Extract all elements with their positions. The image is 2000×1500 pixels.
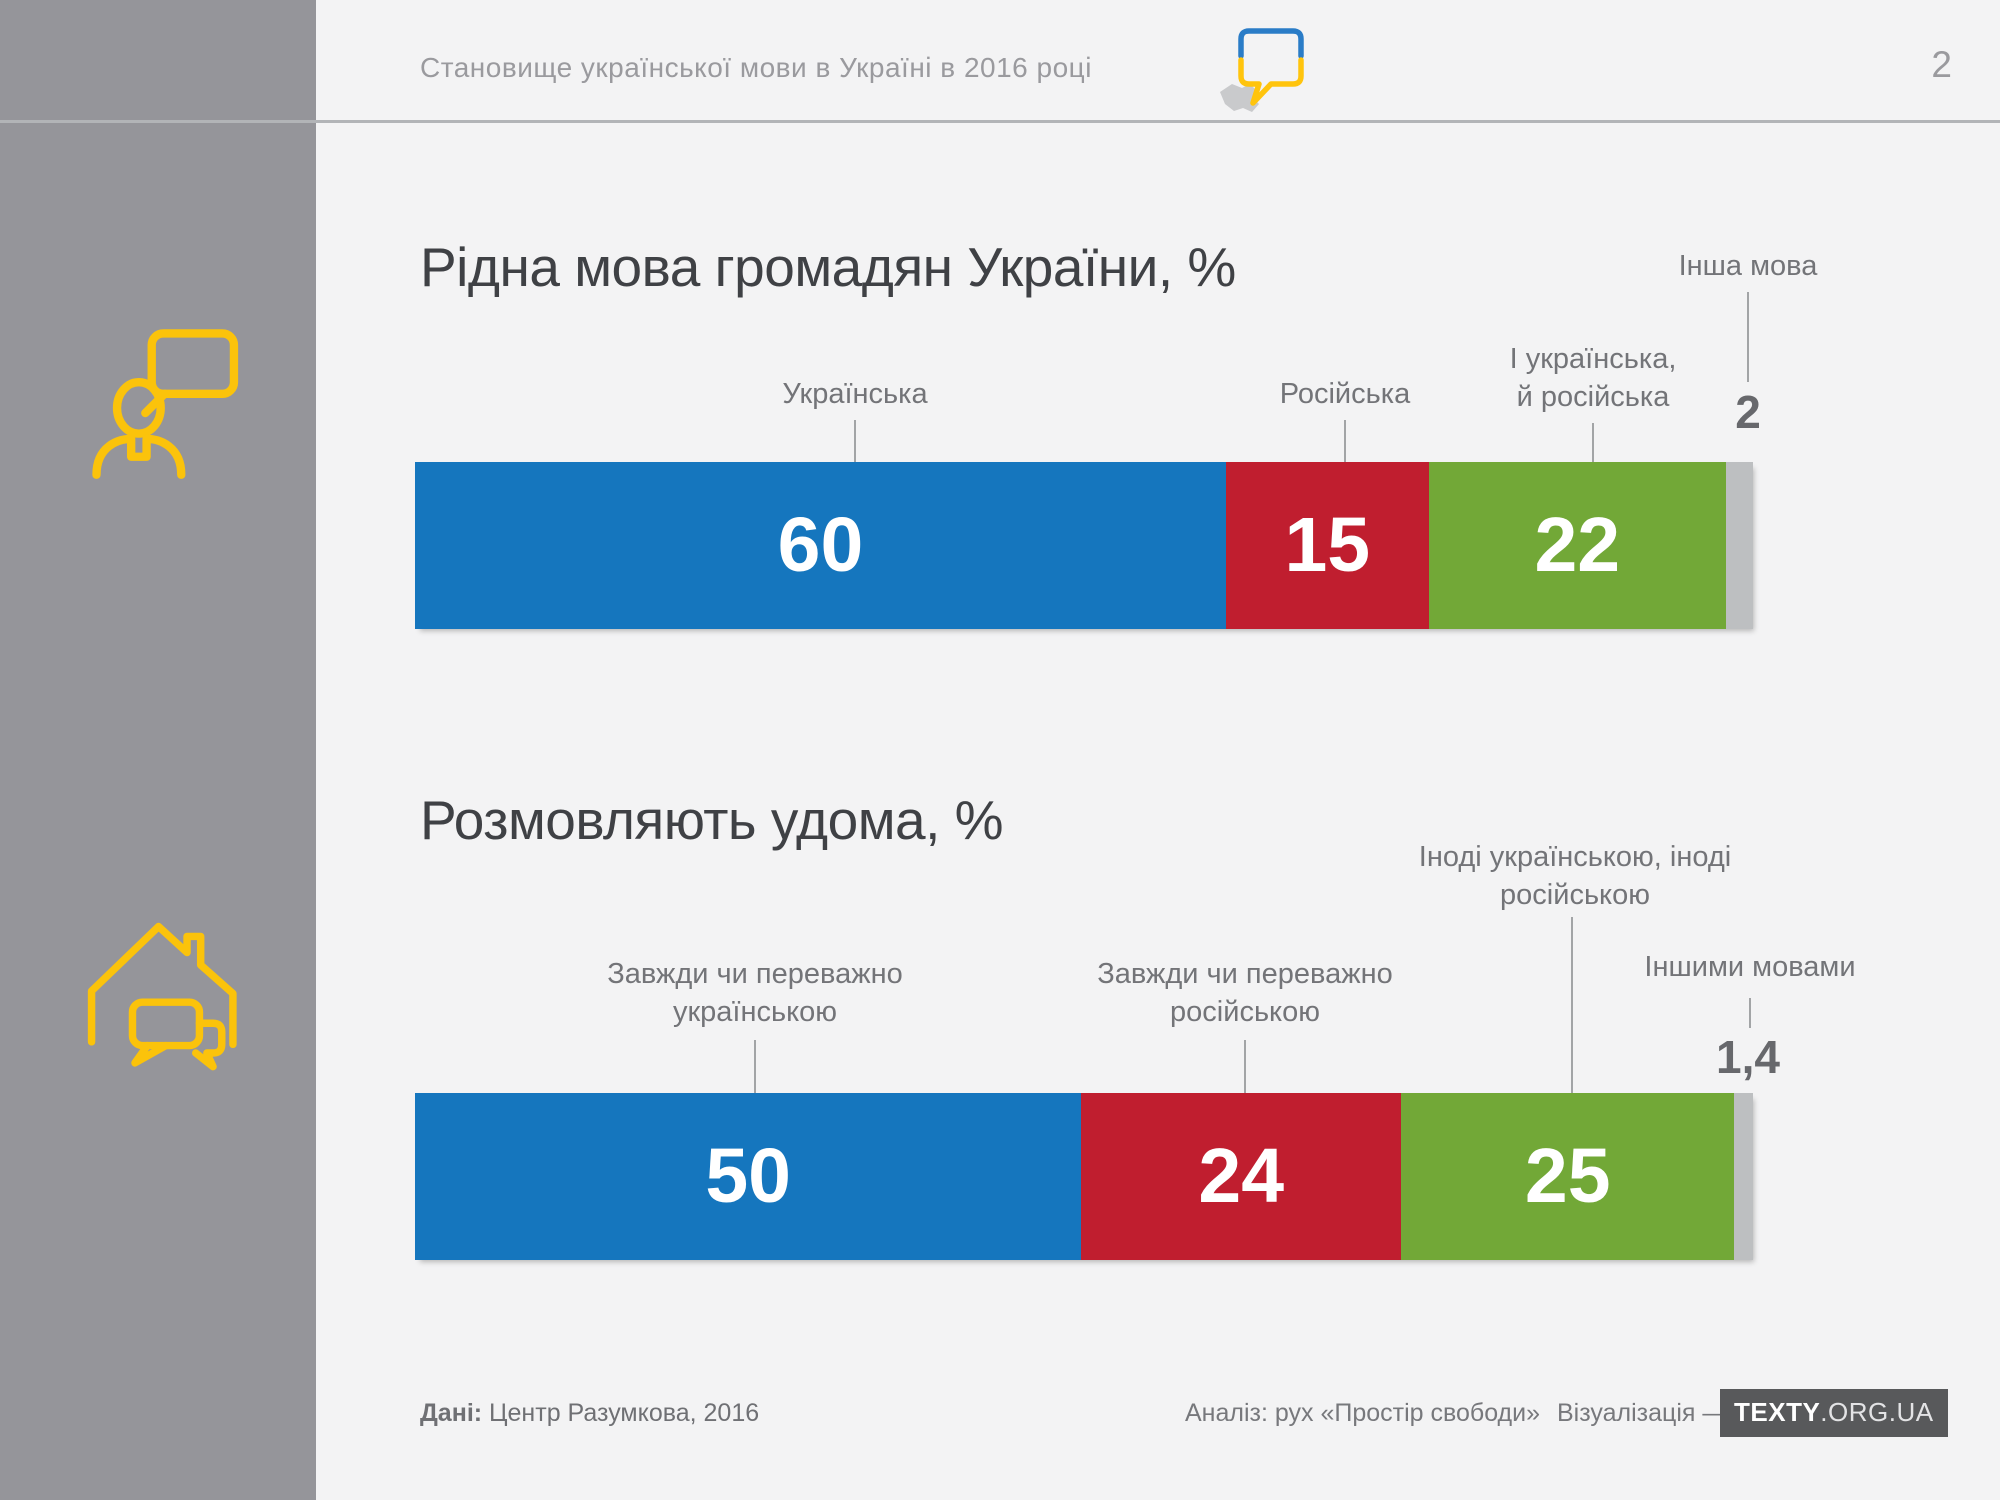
footer-data-text: Центр Разумкова, 2016 [482, 1399, 760, 1427]
chart1-label-other: Інша мова [1678, 250, 1818, 282]
bar-segment-value: 22 [1534, 502, 1621, 588]
header-divider [0, 120, 2000, 123]
footer-data-label: Дані: [420, 1399, 483, 1427]
header-title: Становище української мови в Україні в 2… [420, 52, 1092, 83]
chart2-label-other-languages: Іншими мовами [1644, 951, 1856, 983]
chart2-label-sometimes-both: Іноді українською, іноді російською [1418, 841, 1732, 911]
bar-segment-value: 25 [1524, 1133, 1611, 1219]
bar-segment: 50 [415, 1093, 1082, 1260]
chart1-other-value: 2 [1735, 386, 1761, 438]
footer-analysis: Аналіз: рух «Простір свободи» [1185, 1399, 1541, 1427]
bar-segment-value: 15 [1284, 502, 1371, 588]
connector-line [1749, 998, 1751, 1028]
bar-segment-value: 24 [1198, 1133, 1285, 1219]
connector-line [854, 420, 856, 462]
chart2-label-mostly-ukrainian: Завжди чи переважно українською [607, 958, 903, 1028]
bar-segment-value: 60 [777, 502, 864, 588]
chart2-title: Розмовляють удома, % [420, 789, 1004, 851]
bar-segment [1734, 1093, 1753, 1260]
page-number: 2 [1931, 44, 1952, 85]
chart2-label-mostly-russian: Завжди чи переважно російською [1097, 958, 1393, 1028]
chart1-label-russian: Російська [1279, 378, 1411, 410]
brand-secondary: .ORG.UA [1820, 1397, 1934, 1427]
bar-segment-value: 50 [705, 1133, 791, 1219]
chart1-stacked-bar: 60 15 22 [415, 462, 1753, 629]
connector-line [754, 1040, 756, 1093]
footer-visualization-label: Візуалізація — [1557, 1399, 1728, 1427]
connector-line [1571, 917, 1573, 1093]
home-conversation-icon [68, 898, 254, 1084]
brand-primary: TEXTY [1734, 1397, 1821, 1427]
chart1-label-both: І українська, й російська [1509, 343, 1677, 413]
chart1-title: Рідна мова громадян України, % [420, 236, 1236, 298]
brand-speech-bubble-logo [1210, 18, 1306, 123]
sidebar [0, 0, 316, 1500]
person-speech-icon [72, 318, 252, 503]
bar-segment [1725, 462, 1753, 629]
connector-line [1244, 1040, 1246, 1093]
connector-line [1592, 423, 1594, 462]
texty-brand-badge[interactable]: TEXTY.ORG.UA [1720, 1389, 1948, 1437]
footer-data-source: Дані: Центр Разумкова, 2016 [420, 1399, 759, 1428]
bar-segment: 22 [1428, 462, 1726, 629]
bar-segment: 15 [1225, 462, 1429, 629]
bar-segment: 25 [1401, 1093, 1735, 1260]
connector-line [1747, 292, 1749, 382]
chart2-other-value: 1,4 [1716, 1031, 1780, 1083]
bar-segment: 24 [1081, 1093, 1402, 1260]
connector-line [1344, 420, 1346, 462]
chart1-label-ukrainian: Українська [782, 378, 928, 410]
chart2-stacked-bar: 50 24 25 [415, 1093, 1753, 1260]
bar-segment: 60 [415, 462, 1226, 629]
